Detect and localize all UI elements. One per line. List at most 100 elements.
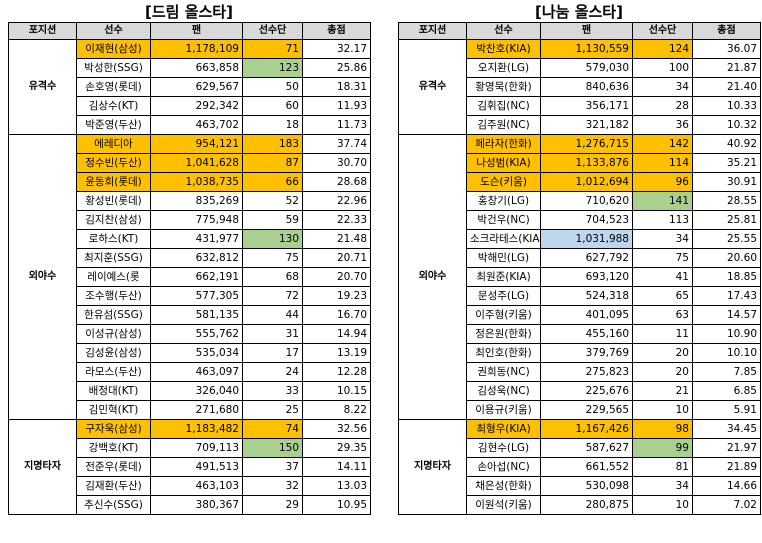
table-row: 홍창기(LG) 710,620 141 28.55 bbox=[399, 191, 761, 211]
total-score-cell: 14.11 bbox=[302, 457, 371, 477]
fan-votes-cell: 326,040 bbox=[150, 381, 243, 401]
fan-votes-cell: 1,133,876 bbox=[540, 153, 633, 173]
table-row: 박해민(LG) 627,792 75 20.60 bbox=[399, 248, 761, 268]
player-name-cell: 김상수(KT) bbox=[76, 96, 151, 116]
table-row: 이주형(키움) 401,095 63 14.57 bbox=[399, 305, 761, 325]
fan-votes-cell: 275,823 bbox=[540, 362, 633, 382]
team-votes-cell: 142 bbox=[632, 134, 693, 154]
fan-votes-cell: 1,178,109 bbox=[150, 39, 243, 59]
table-row: 유격수 이재현(삼성) 1,178,109 71 32.17 bbox=[8, 39, 371, 135]
player-name-cell: 손아섭(NC) bbox=[466, 457, 541, 477]
team-votes-cell: 150 bbox=[242, 438, 303, 458]
player-name-cell: 조수행(두산) bbox=[76, 286, 151, 306]
team-votes-cell: 75 bbox=[242, 248, 303, 268]
total-score-cell: 28.68 bbox=[302, 172, 371, 192]
fan-votes-cell: 587,627 bbox=[540, 438, 633, 458]
player-name-cell: 최형우(KIA) bbox=[466, 419, 541, 439]
total-score-cell: 5.91 bbox=[692, 400, 761, 420]
player-name-cell: 김현수(LG) bbox=[466, 438, 541, 458]
header-team: 선수단 bbox=[242, 22, 303, 40]
fan-votes-cell: 321,182 bbox=[540, 115, 633, 135]
table-row: 전준우(롯데) 491,513 37 14.11 bbox=[9, 457, 371, 477]
team-votes-cell: 34 bbox=[632, 77, 693, 97]
team-votes-cell: 11 bbox=[632, 324, 693, 344]
nanum-allstar-table: 포지션 선수 팬 선수단 총점 유격수 박찬호(KIA) 1,130,559 124 3… bbox=[398, 22, 761, 515]
fan-votes-cell: 662,191 bbox=[150, 267, 243, 287]
player-name-cell: 도슨(키움) bbox=[466, 172, 541, 192]
fan-votes-cell: 840,636 bbox=[540, 77, 633, 97]
fan-votes-cell: 1,031,988 bbox=[540, 229, 633, 249]
table-row: 김지찬(삼성) 775,948 59 22.33 bbox=[9, 210, 371, 230]
team-votes-cell: 32 bbox=[242, 476, 303, 496]
table-row: 김현수(LG) 587,627 99 21.97 bbox=[399, 438, 761, 458]
player-name-cell: 홍창기(LG) bbox=[466, 191, 541, 211]
player-name-cell: 한유섬(SSG) bbox=[76, 305, 151, 325]
team-votes-cell: 29 bbox=[242, 495, 303, 515]
team-votes-cell: 17 bbox=[242, 343, 303, 363]
position-cell: 지명타자 bbox=[8, 419, 77, 515]
fan-votes-cell: 380,367 bbox=[150, 495, 243, 515]
header-fan: 팬 bbox=[150, 22, 243, 40]
total-score-cell: 10.90 bbox=[692, 324, 761, 344]
fan-votes-cell: 579,030 bbox=[540, 58, 633, 78]
fan-votes-cell: 693,120 bbox=[540, 267, 633, 287]
team-votes-cell: 124 bbox=[632, 39, 693, 59]
fan-votes-cell: 1,130,559 bbox=[540, 39, 633, 59]
team-votes-cell: 65 bbox=[632, 286, 693, 306]
total-score-cell: 10.10 bbox=[692, 343, 761, 363]
table-row: 외야수 에레디아 954,121 183 37.74 bbox=[8, 134, 371, 420]
player-name-cell: 소크라테스(KIA) bbox=[466, 229, 541, 249]
player-name-cell: 김성윤(삼성) bbox=[76, 343, 151, 363]
team-votes-cell: 36 bbox=[632, 115, 693, 135]
player-name-cell: 박건우(NC) bbox=[466, 210, 541, 230]
fan-votes-cell: 629,567 bbox=[150, 77, 243, 97]
total-score-cell: 6.85 bbox=[692, 381, 761, 401]
fan-votes-cell: 463,702 bbox=[150, 115, 243, 135]
player-name-cell: 김지찬(삼성) bbox=[76, 210, 151, 230]
total-score-cell: 13.19 bbox=[302, 343, 371, 363]
table-row: 도슨(키움) 1,012,694 96 30.91 bbox=[399, 172, 761, 192]
player-name-cell: 채은성(한화) bbox=[466, 476, 541, 496]
total-score-cell: 30.70 bbox=[302, 153, 371, 173]
fan-votes-cell: 535,034 bbox=[150, 343, 243, 363]
fan-votes-cell: 775,948 bbox=[150, 210, 243, 230]
player-name-cell: 박성한(SSG) bbox=[76, 58, 151, 78]
total-score-cell: 21.40 bbox=[692, 77, 761, 97]
fan-votes-cell: 229,565 bbox=[540, 400, 633, 420]
table-row: 박건우(NC) 704,523 113 25.81 bbox=[399, 210, 761, 230]
team-votes-cell: 34 bbox=[632, 476, 693, 496]
total-score-cell: 32.56 bbox=[302, 419, 371, 439]
header-total: 총점 bbox=[692, 22, 761, 40]
fan-votes-cell: 401,095 bbox=[540, 305, 633, 325]
total-score-cell: 32.17 bbox=[302, 39, 371, 59]
table-row: 김성욱(NC) 225,676 21 6.85 bbox=[399, 381, 761, 401]
player-name-cell: 배정대(KT) bbox=[76, 381, 151, 401]
fan-votes-cell: 577,305 bbox=[150, 286, 243, 306]
team-votes-cell: 183 bbox=[242, 134, 303, 154]
player-name-cell: 정은원(한화) bbox=[466, 324, 541, 344]
fan-votes-cell: 530,098 bbox=[540, 476, 633, 496]
total-score-cell: 19.23 bbox=[302, 286, 371, 306]
total-score-cell: 14.94 bbox=[302, 324, 371, 344]
team-votes-cell: 75 bbox=[632, 248, 693, 268]
position-cell: 외야수 bbox=[8, 134, 77, 420]
fan-votes-cell: 704,523 bbox=[540, 210, 633, 230]
team-votes-cell: 72 bbox=[242, 286, 303, 306]
header-position: 포지션 bbox=[8, 22, 77, 40]
fan-votes-cell: 709,113 bbox=[150, 438, 243, 458]
total-score-cell: 11.73 bbox=[302, 115, 371, 135]
total-score-cell: 37.74 bbox=[302, 134, 371, 154]
player-name-cell: 김주원(NC) bbox=[466, 115, 541, 135]
fan-votes-cell: 632,812 bbox=[150, 248, 243, 268]
fan-votes-cell: 280,875 bbox=[540, 495, 633, 515]
team-votes-cell: 59 bbox=[242, 210, 303, 230]
header-position: 포지션 bbox=[398, 22, 467, 40]
total-score-cell: 14.57 bbox=[692, 305, 761, 325]
team-votes-cell: 63 bbox=[632, 305, 693, 325]
header-fan: 팬 bbox=[540, 22, 633, 40]
fan-votes-cell: 581,135 bbox=[150, 305, 243, 325]
fan-votes-cell: 710,620 bbox=[540, 191, 633, 211]
total-score-cell: 20.60 bbox=[692, 248, 761, 268]
position-cell: 유격수 bbox=[8, 39, 77, 135]
team-votes-cell: 25 bbox=[242, 400, 303, 420]
